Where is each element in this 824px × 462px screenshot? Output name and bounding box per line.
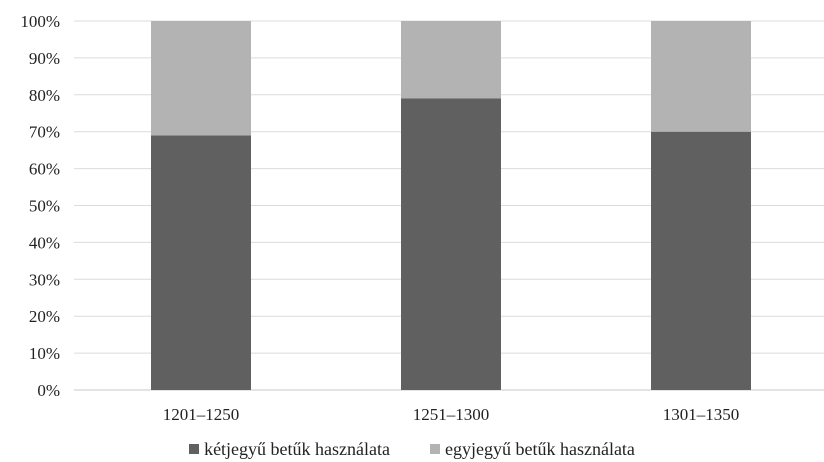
y-tick-label: 20% xyxy=(29,307,60,326)
y-tick-label: 70% xyxy=(29,123,60,142)
y-tick-label: 0% xyxy=(37,381,60,400)
y-tick-label: 80% xyxy=(29,86,60,105)
y-tick-label: 60% xyxy=(29,160,60,179)
legend-swatch-ketjegyu xyxy=(189,444,200,454)
bar-segment-ketjegyu xyxy=(151,135,251,390)
bar-segment-ketjegyu xyxy=(401,98,501,391)
x-tick-label: 1301–1350 xyxy=(663,405,740,424)
legend-swatch-egyjegyu xyxy=(430,444,440,454)
legend-label-ketjegyu: kétjegyű betűk használata xyxy=(204,438,390,459)
legend-item-ketjegyu: kétjegyű betűk használata xyxy=(189,436,390,462)
legend-item-egyjegyu: egyjegyű betűk használata xyxy=(430,436,635,462)
bar-segment-egyjegyu xyxy=(651,21,751,132)
y-tick-label: 40% xyxy=(29,233,60,252)
x-tick-label: 1201–1250 xyxy=(163,405,240,424)
stacked-bar-chart: 0% 10% 20% 30% 40% 50% 60% 70% 80% 90% 100% 1201–1… xyxy=(20,12,824,424)
bar-segment-egyjegyu xyxy=(151,21,251,136)
bar-segment-egyjegyu xyxy=(401,21,501,99)
y-axis: 0% 10% 20% 30% 40% 50% 60% 70% 80% 90% 100% xyxy=(20,12,60,400)
legend: kétjegyű betűk használata egyjegyű betűk… xyxy=(0,436,824,462)
x-axis: 1201–1250 1251–1300 1301–1350 xyxy=(163,405,740,424)
bars xyxy=(151,21,751,391)
y-tick-label: 90% xyxy=(29,49,60,68)
y-tick-label: 30% xyxy=(29,270,60,289)
x-tick-label: 1251–1300 xyxy=(413,405,490,424)
y-tick-label: 50% xyxy=(29,197,60,216)
legend-label-egyjegyu: egyjegyű betűk használata xyxy=(445,438,635,459)
bar-segment-ketjegyu xyxy=(651,131,751,390)
y-tick-label: 100% xyxy=(20,12,60,31)
y-tick-label: 10% xyxy=(29,344,60,363)
